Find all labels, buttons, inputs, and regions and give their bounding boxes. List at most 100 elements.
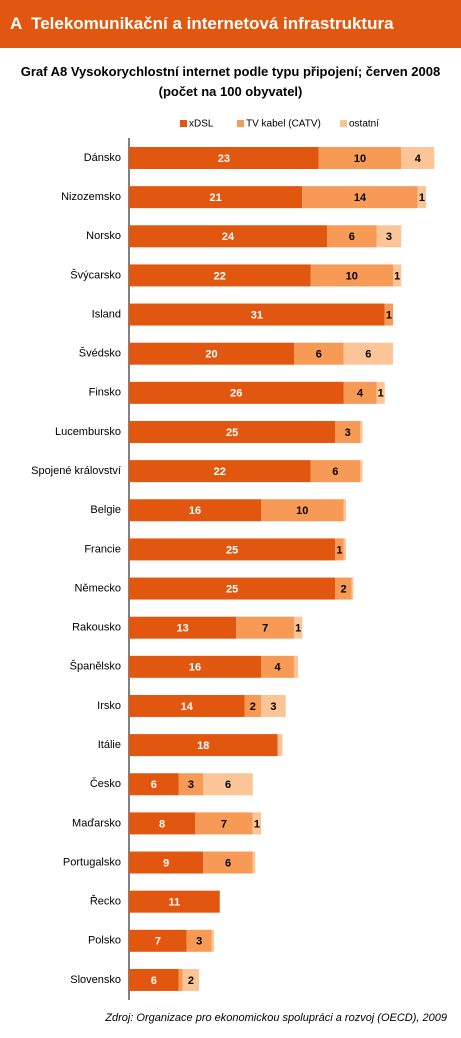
bar-segment [129, 616, 237, 639]
data-label: 1 [378, 388, 384, 400]
bar-segment [261, 655, 294, 678]
bar-segment [129, 734, 278, 757]
data-label: 20 [205, 349, 217, 361]
bar-segment [360, 420, 363, 443]
y-tick-label: Řecko [90, 895, 121, 908]
data-label: 6 [151, 975, 157, 987]
data-label: 4 [357, 388, 364, 400]
section-header: A Telekomunikační a internetová infrastr… [0, 0, 461, 48]
bar-segment [261, 499, 344, 522]
bar-segment [343, 381, 377, 404]
data-label: 10 [296, 505, 308, 517]
y-tick-label: Polsko [88, 935, 121, 947]
bar-segment [129, 460, 311, 483]
bar-segment [327, 225, 377, 248]
bar-segment [129, 812, 195, 835]
bar-segment [129, 225, 327, 248]
data-label: 2 [188, 975, 194, 987]
bar-segment [129, 851, 204, 874]
data-label: 3 [270, 701, 276, 713]
bar-segment [129, 186, 303, 209]
legend-label: TV kabel (CATV) [246, 119, 321, 130]
bar-segment [129, 303, 385, 326]
bar-segment [129, 342, 294, 365]
data-label: 9 [163, 857, 169, 869]
data-label: 2 [250, 701, 256, 713]
y-tick-label: Norsko [86, 230, 121, 242]
bar-segment [376, 225, 402, 248]
y-tick-label: Francie [84, 543, 121, 555]
legend-swatch [180, 120, 187, 127]
bar-segment [294, 342, 344, 365]
bar-segment [393, 264, 402, 287]
bar-segment [261, 694, 286, 717]
y-tick-label: Portugalsko [63, 856, 121, 868]
y-tick-label: Maďarsko [72, 817, 121, 829]
y-tick-label: Španělsko [70, 660, 121, 673]
y-tick-label: Dánsko [84, 152, 121, 164]
data-label: 3 [345, 427, 351, 439]
data-label: 6 [365, 349, 371, 361]
legend-label: ostatní [349, 119, 379, 130]
data-label: 31 [251, 309, 263, 321]
bar-segment [343, 538, 346, 561]
bar-segment [343, 499, 346, 522]
data-label: 1 [394, 270, 400, 282]
bar-segment [335, 577, 352, 600]
data-label: 4 [415, 153, 422, 165]
data-label: 6 [332, 466, 338, 478]
data-label: 22 [214, 466, 226, 478]
data-label: 8 [159, 818, 165, 830]
data-label: 3 [196, 936, 202, 948]
data-label: 11 [169, 897, 181, 909]
data-label: 14 [354, 192, 367, 204]
bar-segment [129, 147, 319, 169]
bar-segment [277, 734, 283, 757]
bar-segment [182, 968, 200, 991]
data-label: 10 [346, 270, 358, 282]
y-tick-label: Švýcarsko [70, 268, 121, 281]
data-label: 1 [295, 623, 301, 635]
y-tick-label: Spojené království [31, 465, 121, 477]
bar-segment [129, 499, 261, 522]
y-tick-label: Rakousko [72, 622, 121, 634]
bar-segment [129, 773, 179, 796]
data-label: 1 [336, 544, 342, 556]
bar-segment [302, 186, 418, 209]
y-tick-label: Lucembursko [55, 426, 121, 438]
data-label: 6 [316, 349, 322, 361]
data-label: 1 [386, 309, 392, 321]
data-label: 10 [354, 153, 366, 165]
bar-segment [129, 381, 344, 404]
data-label: 22 [214, 270, 226, 282]
data-label: 26 [230, 388, 242, 400]
bar-segment [401, 147, 435, 169]
bar-segment [178, 968, 183, 991]
data-label: 6 [225, 857, 231, 869]
y-tick-label: Česko [90, 777, 121, 790]
y-tick-label: Itálie [98, 739, 121, 751]
bar-segment [129, 577, 336, 600]
bar-segment [252, 812, 261, 835]
data-label: 6 [151, 779, 157, 791]
bar-segment [129, 420, 336, 443]
legend-label: xDSL [189, 119, 214, 130]
bar-segment [129, 264, 311, 287]
y-tick-label: Finsko [89, 387, 121, 399]
data-label: 25 [226, 544, 238, 556]
bar-segment [310, 264, 393, 287]
bar-segment [203, 773, 253, 796]
bar-segment [351, 577, 354, 600]
bar-segment [376, 381, 385, 404]
y-tick-label: Slovensko [70, 974, 121, 986]
bar-segment [310, 460, 360, 483]
bar-segment [384, 303, 393, 326]
data-label: 3 [386, 231, 392, 243]
bar-segment [195, 812, 253, 835]
data-label: 7 [262, 623, 268, 635]
legend-swatch [340, 120, 347, 127]
bar-segment [236, 616, 294, 639]
data-label: 16 [189, 662, 201, 674]
